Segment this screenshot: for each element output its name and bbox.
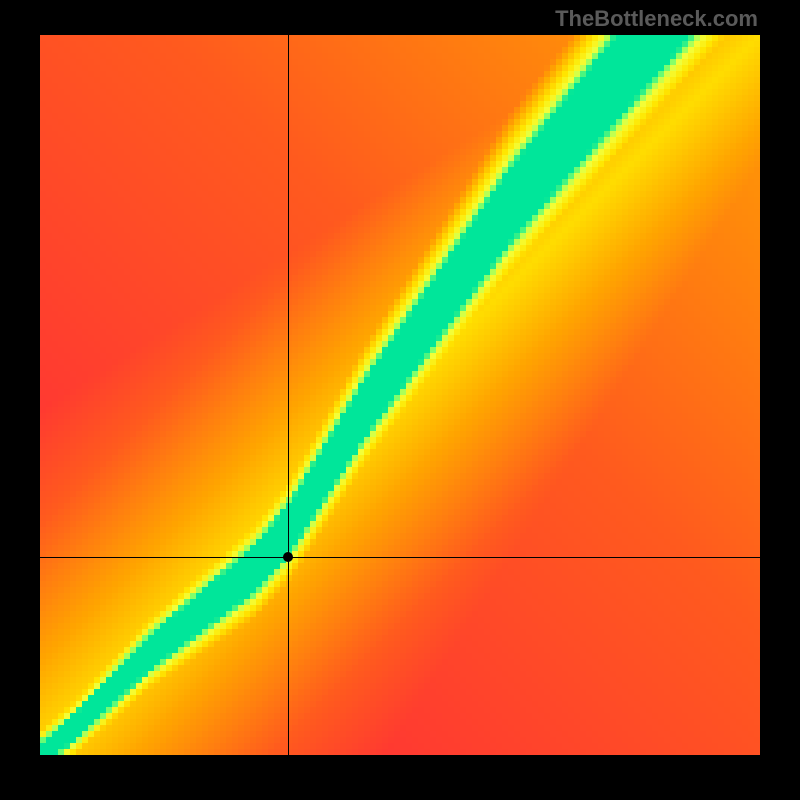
heatmap-plot	[40, 35, 760, 755]
crosshair-vertical	[288, 35, 289, 755]
crosshair-marker[interactable]	[283, 552, 293, 562]
watermark-text: TheBottleneck.com	[555, 6, 758, 32]
crosshair-horizontal	[40, 557, 760, 558]
heatmap-canvas	[40, 35, 760, 755]
